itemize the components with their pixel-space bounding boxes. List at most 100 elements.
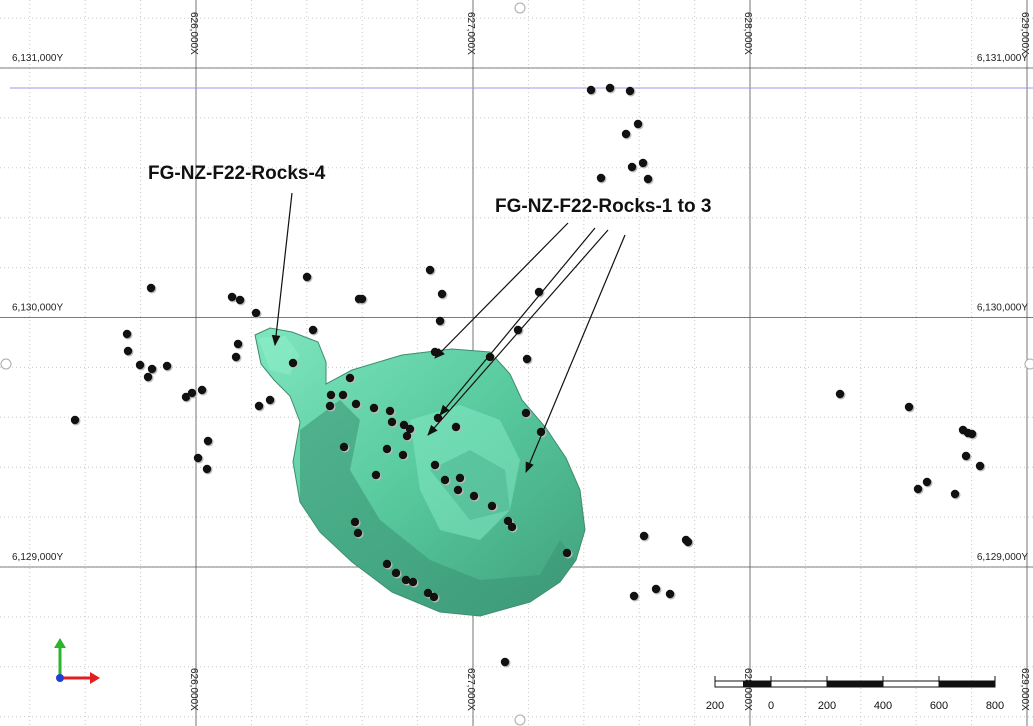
sample-point <box>905 403 913 411</box>
x-label: 627,000X <box>465 668 476 711</box>
sample-point <box>456 474 464 482</box>
scale-label: 600 <box>930 700 948 712</box>
sample-point <box>470 492 478 500</box>
sample-point <box>147 284 155 292</box>
sample-point <box>606 84 614 92</box>
sample-point <box>383 445 391 453</box>
x-label: 629,000X <box>1019 12 1030 55</box>
sample-point <box>488 502 496 510</box>
sample-point <box>426 266 434 274</box>
y-label: 6,130,000Y <box>12 303 63 314</box>
handle <box>515 715 525 725</box>
x-label: 626,000X <box>188 12 199 55</box>
scale-label: 800 <box>986 700 1004 712</box>
sample-point <box>136 361 144 369</box>
sample-point <box>163 362 171 370</box>
sample-point <box>836 390 844 398</box>
y-label: 6,131,000Y <box>12 53 63 64</box>
sample-point <box>438 290 446 298</box>
sample-point <box>351 518 359 526</box>
sample-point <box>652 585 660 593</box>
sample-point <box>666 590 674 598</box>
annotation: FG-NZ-F22-Rocks-4 <box>148 163 326 184</box>
sample-point <box>123 330 131 338</box>
sample-point <box>923 478 931 486</box>
sample-point <box>976 462 984 470</box>
sample-point <box>523 355 531 363</box>
sample-point <box>522 409 530 417</box>
handle <box>1 359 11 369</box>
sample-point <box>392 569 400 577</box>
sample-point <box>383 560 391 568</box>
sample-point <box>234 340 242 348</box>
sample-point <box>587 86 595 94</box>
x-label: 628,000X <box>742 668 753 711</box>
sample-point <box>204 437 212 445</box>
sample-point <box>684 538 692 546</box>
sample-point <box>628 163 636 171</box>
sample-point <box>232 353 240 361</box>
sample-point <box>409 578 417 586</box>
y-label: 6,129,000Y <box>977 552 1028 563</box>
sample-point <box>626 87 634 95</box>
sample-point <box>386 407 394 415</box>
sample-point <box>508 523 516 531</box>
sample-point <box>454 486 462 494</box>
x-label: 627,000X <box>465 12 476 55</box>
scale-label: 200 <box>818 700 836 712</box>
sample-point <box>372 471 380 479</box>
sample-point <box>309 326 317 334</box>
handle <box>1025 359 1033 369</box>
sample-point <box>188 389 196 397</box>
sample-point <box>340 443 348 451</box>
sample-point <box>452 423 460 431</box>
sample-point <box>203 465 211 473</box>
sample-point <box>346 374 354 382</box>
sample-point <box>634 120 642 128</box>
sample-point <box>563 549 571 557</box>
sample-point <box>266 396 274 404</box>
sample-point <box>436 317 444 325</box>
sample-point <box>622 130 630 138</box>
sample-point <box>124 347 132 355</box>
sample-point <box>358 295 366 303</box>
sample-point <box>327 391 335 399</box>
sample-point <box>370 404 378 412</box>
sample-point <box>71 416 79 424</box>
sample-point <box>198 386 206 394</box>
map-view: FG-NZ-F22-Rocks-4 FG-NZ-F22-Rocks-1 to 3… <box>0 0 1033 726</box>
sample-point <box>630 592 638 600</box>
sample-point <box>148 365 156 373</box>
sample-point <box>255 402 263 410</box>
sample-point <box>914 485 922 493</box>
sample-point <box>352 400 360 408</box>
scale-label: 400 <box>874 700 892 712</box>
scale-label: 0 <box>768 700 774 712</box>
sample-point <box>339 391 347 399</box>
x-label: 629,000X <box>1019 668 1030 711</box>
annotation: FG-NZ-F22-Rocks-1 to 3 <box>495 196 711 217</box>
sample-point <box>228 293 236 301</box>
sample-point <box>968 430 976 438</box>
sample-point <box>326 402 334 410</box>
sample-point <box>388 418 396 426</box>
sample-point <box>303 273 311 281</box>
y-label: 6,129,000Y <box>12 552 63 563</box>
sample-point <box>962 452 970 460</box>
sample-point <box>597 174 605 182</box>
sample-point <box>639 159 647 167</box>
sample-point <box>951 490 959 498</box>
sample-point <box>441 476 449 484</box>
sample-point <box>430 593 438 601</box>
sample-point <box>236 296 244 304</box>
sample-point <box>501 658 509 666</box>
sample-point <box>431 461 439 469</box>
sample-point <box>289 359 297 367</box>
x-label: 628,000X <box>742 12 753 55</box>
scale-label: 200 <box>706 700 724 712</box>
x-label: 626,000X <box>188 668 199 711</box>
sample-point <box>403 432 411 440</box>
handle <box>515 3 525 13</box>
sample-point <box>644 175 652 183</box>
sample-point <box>144 373 152 381</box>
